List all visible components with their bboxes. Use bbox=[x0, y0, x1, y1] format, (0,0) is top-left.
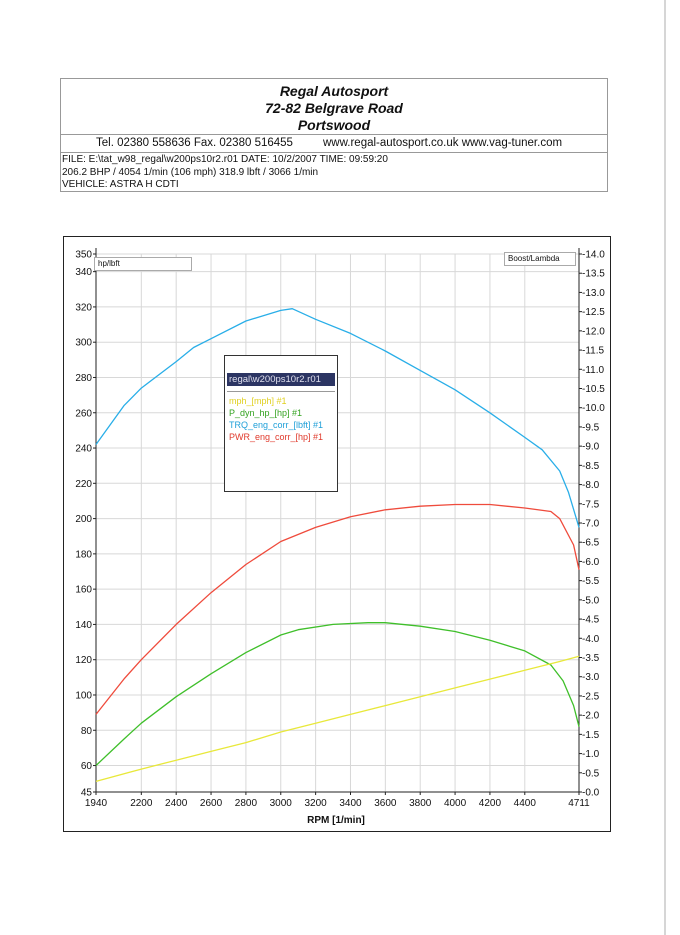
y-tick-label: 280 bbox=[75, 373, 92, 384]
y2-tick-label: -1.0 bbox=[582, 749, 600, 760]
y2-tick-label: -6.5 bbox=[582, 538, 600, 549]
y-tick-label: 120 bbox=[75, 655, 92, 666]
y-tick-label: 80 bbox=[81, 726, 93, 737]
series-line-mph-mph-1 bbox=[95, 655, 580, 783]
report-header: Regal Autosport 72-82 Belgrave Road Port… bbox=[60, 78, 608, 192]
x-tick-label: 2200 bbox=[130, 798, 153, 809]
x-tick-label: 4200 bbox=[479, 798, 502, 809]
x-tick-label: 3600 bbox=[374, 798, 397, 809]
y2-tick-label: -2.5 bbox=[582, 691, 600, 702]
legend-divider bbox=[227, 391, 335, 392]
y-tick-label: 200 bbox=[75, 514, 92, 525]
y2-tick-label: -8.5 bbox=[582, 461, 600, 472]
x-tick-label: 4711 bbox=[568, 798, 590, 809]
y2-tick-label: -3.0 bbox=[582, 672, 600, 683]
company-address: 72-82 Belgrave Road bbox=[265, 100, 403, 116]
y2-tick-label: -2.0 bbox=[582, 711, 600, 722]
contact-bar: Tel. 02380 558636 Fax. 02380 516455 www.… bbox=[61, 134, 607, 153]
y2-tick-label: -11.0 bbox=[582, 365, 604, 376]
legend-item-power: PWR_eng_corr_[hp] #1 bbox=[229, 432, 324, 442]
y2-tick-label: -6.0 bbox=[582, 557, 600, 568]
y-tick-label: 140 bbox=[75, 620, 92, 631]
x-tick-label: 2600 bbox=[200, 798, 223, 809]
x-tick-label: 3400 bbox=[339, 798, 362, 809]
x-tick-label: 4000 bbox=[444, 798, 467, 809]
y2-axis-unit-box: Boost/Lambda bbox=[504, 252, 576, 266]
y2-tick-label: -13.0 bbox=[582, 288, 605, 299]
y2-tick-label: -0.0 bbox=[582, 788, 600, 799]
file-info-line1: FILE: E:\tat_w98_regal\w200ps10r2.r01 DA… bbox=[62, 154, 388, 165]
file-info-line2: 206.2 BHP / 4054 1/min (106 mph) 318.9 l… bbox=[62, 166, 319, 178]
series-layer bbox=[95, 308, 580, 783]
x-tick-label: 1940 bbox=[85, 798, 108, 809]
x-tick-label: 4400 bbox=[514, 798, 537, 809]
y2-tick-label: -12.5 bbox=[582, 307, 605, 318]
x-tick-label: 2800 bbox=[235, 798, 258, 809]
dyno-chart: 45 60 80 100 120 140 160 180 200 220 240 260 280 300 3… bbox=[63, 236, 611, 832]
sheet-edge bbox=[664, 0, 666, 935]
y-axis-unit: hp/lbft bbox=[98, 259, 120, 268]
legend: regal\w200ps10r2.r01 mph_[mph] #1 P_dyn_… bbox=[224, 355, 338, 492]
y2-tick-label: -9.0 bbox=[582, 442, 600, 453]
y2-tick-label: -3.5 bbox=[582, 653, 600, 664]
y2-tick-label: -12.0 bbox=[582, 326, 605, 337]
y-tick-label: 260 bbox=[75, 408, 92, 419]
series-line-trq-eng-corr-lbft-1 bbox=[95, 308, 580, 528]
y-axis-unit-box: hp/lbft bbox=[94, 257, 192, 271]
series-line-pwr-eng-corr-hp-1 bbox=[95, 503, 580, 715]
y2-tick-label: -13.5 bbox=[582, 269, 605, 280]
tel-fax: Tel. 02380 558636 Fax. 02380 516455 bbox=[96, 137, 293, 149]
legend-title: regal\w200ps10r2.r01 bbox=[227, 373, 335, 386]
axes bbox=[93, 248, 582, 795]
legend-item-torque: TRQ_eng_corr_[lbft] #1 bbox=[229, 420, 324, 430]
company-town: Portswood bbox=[297, 117, 371, 133]
websites: www.regal-autosport.co.uk www.vag-tuner.… bbox=[323, 137, 563, 149]
y2-tick-label: -4.0 bbox=[582, 634, 600, 645]
y-tick-label: 100 bbox=[75, 690, 92, 701]
y-tick-label: 160 bbox=[75, 585, 92, 596]
legend-item-mph: mph_[mph] #1 bbox=[229, 396, 287, 406]
y2-tick-label: -1.5 bbox=[582, 730, 600, 741]
y2-tick-label: -10.5 bbox=[582, 384, 605, 395]
y2-tick-label: -11.5 bbox=[582, 346, 604, 357]
y2-tick-label: -14.0 bbox=[582, 250, 605, 261]
x-tick-label: 2400 bbox=[165, 798, 188, 809]
y-tick-label: 180 bbox=[75, 549, 92, 560]
y-tick-label: 220 bbox=[75, 479, 92, 490]
y-tick-label: 350 bbox=[75, 250, 92, 261]
y2-tick-label: -5.5 bbox=[582, 576, 600, 587]
x-tick-label: 3800 bbox=[409, 798, 432, 809]
company-name: Regal Autosport bbox=[279, 83, 389, 99]
y2-tick-label: -0.5 bbox=[582, 768, 600, 779]
tick-labels: 45 60 80 100 120 140 160 180 200 220 240 260 280 300 3… bbox=[75, 250, 605, 810]
file-info-line3: VEHICLE: ASTRA H CDTI bbox=[62, 179, 179, 190]
y2-tick-label: -8.0 bbox=[582, 480, 600, 491]
x-tick-label: 3200 bbox=[304, 798, 327, 809]
y-tick-label: 340 bbox=[75, 267, 92, 278]
y2-tick-label: -5.0 bbox=[582, 595, 600, 606]
y-tick-label: 320 bbox=[75, 302, 92, 313]
y-tick-label: 240 bbox=[75, 444, 92, 455]
grid bbox=[95, 253, 580, 793]
y2-tick-label: -7.0 bbox=[582, 519, 600, 530]
legend-item-pdyn: P_dyn_hp_[hp] #1 bbox=[229, 408, 303, 418]
y2-tick-label: -10.0 bbox=[582, 403, 605, 414]
y-tick-label: 60 bbox=[81, 761, 93, 772]
y-tick-label: 300 bbox=[75, 338, 92, 349]
x-tick-label: 3000 bbox=[270, 798, 293, 809]
y2-axis-unit: Boost/Lambda bbox=[508, 254, 560, 263]
file-info: FILE: E:\tat_w98_regal\w200ps10r2.r01 DA… bbox=[62, 154, 388, 192]
chart-plot: 45 60 80 100 120 140 160 180 200 220 240 260 280 300 3… bbox=[75, 248, 605, 826]
series-line-p-dyn-hp-hp-1 bbox=[95, 622, 580, 766]
y2-tick-label: -4.5 bbox=[582, 615, 600, 626]
y2-tick-label: -9.5 bbox=[582, 422, 600, 433]
x-axis-title: RPM [1/min] bbox=[307, 815, 365, 826]
y2-tick-label: -7.5 bbox=[582, 499, 600, 510]
y-tick-label: 45 bbox=[81, 788, 93, 799]
